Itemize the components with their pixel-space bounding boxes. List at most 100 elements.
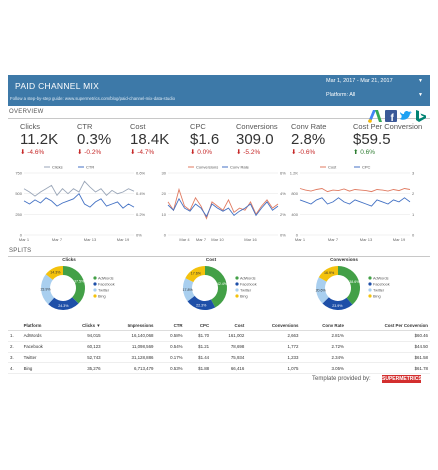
platform-filter[interactable]: Platform: All (326, 92, 356, 98)
slice-label: 23.9% (40, 288, 51, 292)
kpi-label: Conv Rate (291, 122, 327, 131)
slice-label: 38.6% (349, 280, 360, 284)
kpi-label: Clicks (20, 122, 40, 131)
x-tick-label: Mar 7 (196, 237, 207, 242)
column-header[interactable]: CTR (155, 321, 185, 331)
kpi-change-value: -4.6% (27, 149, 45, 156)
legend-label: Bing (373, 294, 381, 298)
line-chart-0: Clicks CTR 750 0.6% 500 0.4% 250 0.2% 0 0% Mar 1 Ma… (15, 165, 145, 242)
legend-dot (235, 288, 239, 292)
x-tick-label: Mar 16 (244, 237, 257, 242)
kpi-value: $1.6 (190, 131, 220, 148)
x-tick-label: Mar 7 (52, 237, 63, 242)
y-tick-label: 0 (20, 233, 23, 238)
report-title: PAID CHANNEL MIX (15, 81, 100, 91)
donut-slice-adwords (205, 266, 227, 308)
kpi-value: 11.2K (20, 131, 59, 148)
y-tick-label: 750 (15, 171, 22, 176)
x-tick-label: Mar 19 (117, 237, 130, 242)
date-range-picker[interactable]: Mar 1, 2017 - Mar 21, 2017 (326, 78, 393, 84)
x-tick-label: Mar 10 (211, 237, 224, 242)
table-row[interactable]: 3. Twitter 52,743 31,128,886 0.17% $1.44 75,93… (8, 352, 430, 364)
table-cell: $60.46 (345, 330, 430, 342)
x-tick-label: Mar 13 (84, 237, 97, 242)
splits-heading: SPLITS (9, 248, 32, 254)
legend-label: Clicks (52, 165, 63, 170)
facebook-icon: f (385, 110, 397, 123)
divider (8, 256, 430, 257)
table-cell: 2,663 (246, 330, 301, 342)
legend-dot (368, 288, 372, 292)
column-header[interactable]: Conversions (246, 321, 301, 331)
table-cell: 0.58% (155, 330, 185, 342)
slice-label: 24.3% (58, 304, 69, 308)
table-cell: 2.81% (300, 330, 346, 342)
table-cell: 2.72% (300, 341, 346, 353)
table-row[interactable]: 4. Bing 35,276 6,713,479 0.53% $1.88 66,416 1,0… (8, 362, 430, 375)
table-cell: 0.17% (155, 352, 185, 364)
guide-link[interactable]: Follow a step-by-step guide: www.superme… (10, 96, 176, 101)
table-cell: 3.05% (300, 362, 346, 375)
arrow-down-icon: ⬇ (291, 149, 297, 156)
legend-dot (93, 282, 97, 286)
column-header[interactable]: Cost Per Conversion (345, 321, 430, 331)
donut-slice-bing (318, 266, 338, 282)
table-cell: 11,098,569 (102, 341, 156, 353)
table-cell: 66,416 (211, 362, 247, 375)
table-cell: 6,713,479 (102, 362, 156, 375)
bing-icon (416, 110, 426, 122)
legend-dot (235, 276, 239, 280)
series-line-clicks (23, 180, 135, 197)
kpi-card: Conversions 309.0 ⬇ -5.2% (236, 122, 278, 156)
donut-chart-2: Conversions 38.6% 23.9% 20.6% 16.9% AdWords Fa… (316, 257, 390, 310)
chevron-down-icon[interactable]: ▼ (418, 92, 423, 98)
table-cell: Twitter (21, 352, 63, 364)
column-header[interactable]: Impressions (102, 321, 156, 331)
donut-chart-1: Cost 42.4% 22.3% 17.8% 17.6% AdWords Facebook T… (182, 257, 257, 310)
supermetrics-logo[interactable]: SUPERMETRICS (382, 375, 422, 383)
x-tick-label: Mar 1 (295, 237, 306, 242)
legend-label: Cost (328, 165, 337, 170)
kpi-label: Conversions (236, 122, 278, 131)
legend-label: Facebook (240, 282, 257, 286)
legend-label: CTR (86, 165, 94, 170)
legend-dot (235, 294, 239, 298)
kpi-change-value: 0.0% (197, 149, 213, 156)
arrow-up-icon: ⬆ (353, 149, 359, 156)
donut-slice-facebook (322, 297, 353, 310)
table-cell: 75,934 (211, 352, 247, 364)
table-cell: 0.54% (155, 341, 185, 353)
column-header[interactable]: Clicks ▼ (62, 321, 103, 331)
adwords-icon (368, 110, 382, 123)
arrow-down-icon: ⬇ (20, 149, 26, 156)
donut-chart-0: Clicks 37.5% 24.3% 23.9% 14.3% AdWords Faceboo… (40, 257, 115, 310)
column-header[interactable]: CPC (184, 321, 212, 331)
donut-slice-twitter (41, 274, 55, 305)
chevron-down-icon[interactable]: ▼ (418, 78, 423, 84)
kpi-change: ⬇ 0.0% (190, 148, 219, 156)
table-cell: $1.44 (184, 352, 212, 364)
kpi-label: Cost Per Conversion (353, 122, 423, 131)
overview-heading: OVERVIEW (9, 109, 44, 115)
column-header[interactable]: Cost (211, 321, 247, 331)
column-header[interactable] (8, 321, 22, 331)
slice-label: 20.6% (316, 289, 327, 293)
column-header[interactable]: Conv Rate (300, 321, 346, 331)
kpi-change-value: -0.2% (84, 149, 102, 156)
table-cell: 31,128,886 (102, 352, 156, 364)
table-row[interactable]: 2. Facebook 60,123 11,098,569 0.54% $1.21 78,6… (8, 341, 430, 353)
table-row[interactable]: 1. AdWords 94,015 16,140,068 0.58% $1.70 161,0… (8, 330, 430, 342)
column-header[interactable]: Platform (21, 321, 63, 331)
y2-tick-label: 0% (280, 233, 286, 238)
platform-table: Platform Clicks ▼ Impressions CTR CPC Cost Con… (8, 321, 430, 375)
table-cell: 1. (8, 330, 22, 342)
table-cell: 3. (8, 352, 22, 364)
kpi-value: $59.5 (353, 131, 391, 148)
y2-tick-label: 0.2% (136, 212, 146, 217)
legend-label: Facebook (373, 282, 390, 286)
arrow-down-icon: ⬇ (236, 149, 242, 156)
x-tick-label: Mar 19 (393, 237, 406, 242)
kpi-card: CPC $1.6 ⬇ 0.0% (190, 122, 219, 156)
arrow-down-icon: ⬇ (130, 149, 136, 156)
donut-slice-adwords (63, 266, 85, 304)
